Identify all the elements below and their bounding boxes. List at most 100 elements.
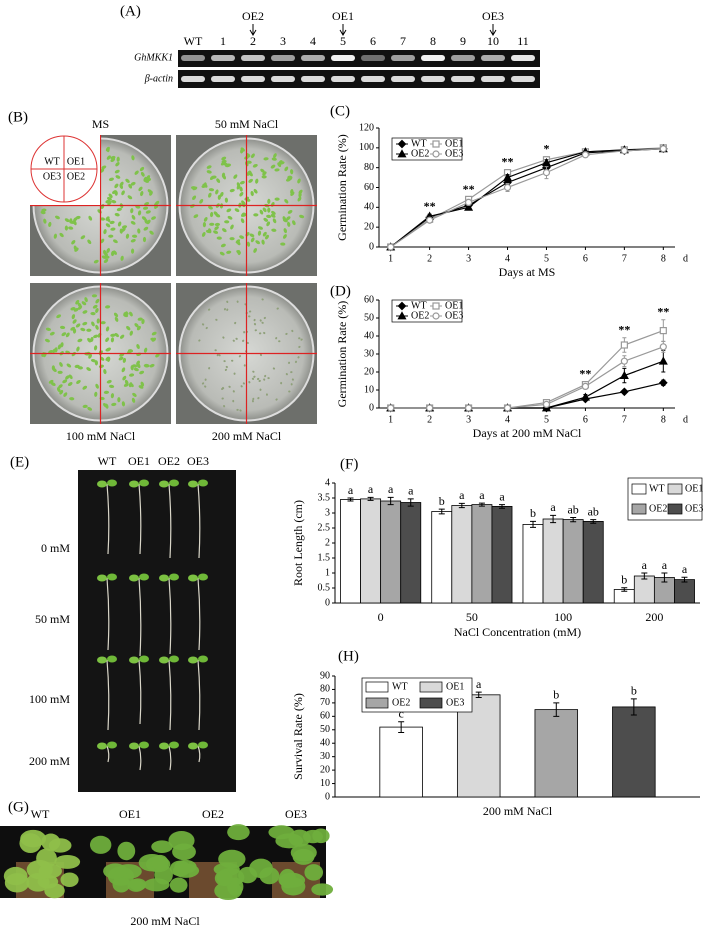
seedling [236, 250, 241, 255]
seedling [121, 367, 126, 373]
band [301, 76, 325, 82]
seedling [87, 407, 93, 411]
point [464, 202, 474, 211]
x-tick-label: 5 [544, 414, 549, 425]
bar [400, 502, 422, 604]
seedling [119, 334, 125, 339]
seedling [111, 402, 117, 407]
point [620, 147, 628, 155]
seedling [119, 181, 124, 187]
seedling [96, 318, 100, 324]
seedling [261, 298, 264, 301]
significance-letter: a [499, 489, 505, 503]
point [581, 382, 590, 390]
seedling [267, 198, 271, 204]
column-label: OE2 [158, 454, 180, 468]
leaf [117, 841, 136, 861]
plate-label: 200 mM NaCl [212, 429, 282, 443]
seedling [57, 370, 63, 374]
seedling [123, 383, 129, 387]
seedling [261, 175, 267, 179]
seedling [259, 388, 262, 391]
seedling [106, 155, 111, 160]
leaf [172, 843, 196, 861]
seedling [263, 316, 266, 320]
seedling [60, 342, 64, 348]
leaf [107, 741, 117, 749]
error-bar [621, 587, 628, 592]
seedling [75, 323, 81, 328]
seedling [290, 371, 293, 374]
leaf [143, 878, 170, 892]
seedling [114, 213, 120, 217]
leaf [188, 742, 198, 750]
seedling [248, 310, 252, 313]
panel-label: (G) [8, 799, 29, 815]
leaf [139, 479, 149, 487]
seedling [266, 214, 272, 218]
seedling [263, 331, 266, 335]
seedling [219, 251, 225, 256]
seedling [110, 393, 115, 399]
seedling [54, 215, 60, 220]
seedling [203, 216, 208, 222]
seedling [208, 192, 212, 198]
seedling [100, 321, 106, 325]
x-tick-label: 4 [505, 414, 510, 425]
leaf [151, 854, 169, 871]
legend-label: OE2 [411, 148, 429, 159]
gel [178, 70, 540, 88]
seedling [240, 218, 245, 224]
legend-label: OE1 [445, 138, 463, 149]
seedling [82, 310, 88, 314]
seedling [71, 240, 76, 245]
key-label: WT [44, 156, 60, 167]
seedling [280, 381, 283, 385]
seedling [290, 169, 294, 175]
significance-letter: b [621, 572, 627, 586]
band [451, 76, 475, 82]
seedling [77, 302, 82, 308]
seedling [220, 243, 226, 248]
seedling [284, 199, 289, 204]
point [620, 387, 629, 397]
column-label: OE3 [187, 454, 209, 468]
seedling [253, 213, 259, 217]
plate-label: 50 mM NaCl [215, 117, 279, 131]
seedling [265, 393, 268, 396]
seedling [213, 230, 219, 234]
seedling [297, 356, 300, 359]
seedling [263, 157, 269, 161]
band [211, 76, 235, 82]
seedling [251, 400, 254, 403]
seedling [108, 234, 114, 238]
point [659, 327, 667, 335]
seedling [270, 213, 276, 218]
seedling [190, 186, 197, 190]
leaf [44, 883, 65, 899]
y-tick-label: 4 [325, 477, 330, 488]
leaf [129, 878, 147, 891]
seedling [151, 337, 157, 342]
seedling [228, 385, 231, 388]
leaf [188, 656, 198, 664]
stem [168, 659, 172, 731]
leaf [107, 573, 117, 581]
leaf [312, 828, 330, 844]
seedling [204, 385, 207, 388]
seedling [239, 186, 243, 192]
bar [491, 505, 513, 604]
arrow-head [489, 29, 497, 36]
key-label: OE2 [67, 171, 85, 182]
stem [138, 659, 142, 725]
y-tick-label: 20 [320, 764, 330, 775]
seedling [299, 214, 305, 219]
seedling [129, 311, 133, 317]
panel-label: (F) [340, 456, 358, 472]
bar [451, 505, 473, 604]
seedling [252, 397, 255, 401]
seedling [290, 383, 293, 386]
series-line [390, 148, 664, 248]
seedling [214, 222, 221, 227]
significance: ** [657, 305, 669, 319]
